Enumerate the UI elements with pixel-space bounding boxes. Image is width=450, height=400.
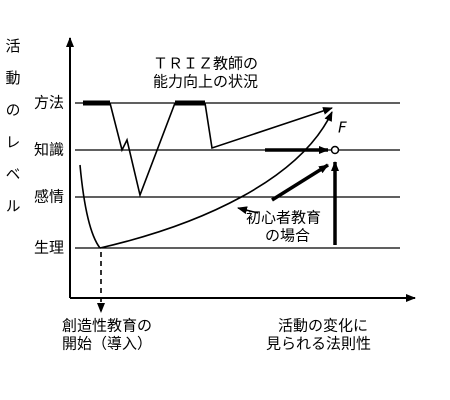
- novice-note: の場合: [265, 227, 310, 245]
- x-axis-label: 見られる法則性: [266, 335, 371, 353]
- x-axis-label: 開始（導入）: [62, 335, 152, 353]
- point-f: [330, 145, 340, 155]
- novice-path: [79, 111, 333, 313]
- x-axis-label: 創造性教育の: [62, 317, 152, 335]
- triz-path: [83, 100, 333, 198]
- triz-note: 能力向上の状況: [153, 73, 258, 91]
- y-axis-label: 活動のレベル: [4, 38, 22, 230]
- level-label: 感情: [34, 188, 64, 206]
- level-lines: [75, 102, 400, 249]
- x-axis-label: 活動の変化に: [278, 317, 368, 335]
- novice-note: 初心者教育: [246, 209, 321, 227]
- triz-note: ＴＲＩＺ教師の: [153, 55, 258, 73]
- level-label: 知識: [34, 141, 64, 159]
- point-label: F: [338, 119, 347, 137]
- axes: [66, 37, 416, 302]
- level-label: 生理: [34, 239, 64, 257]
- arrows: [237, 146, 339, 245]
- level-label: 方法: [34, 94, 64, 112]
